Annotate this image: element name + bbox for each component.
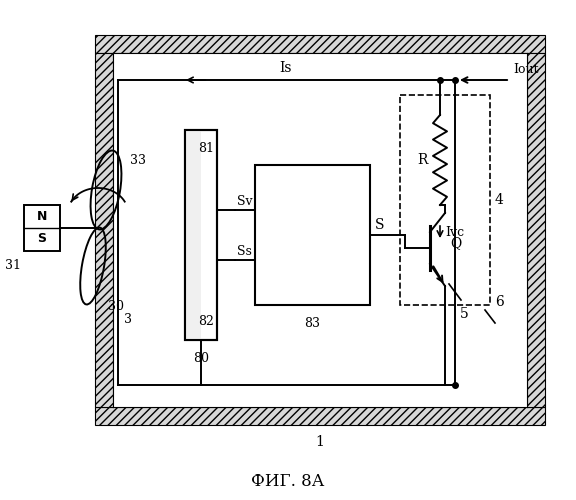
Bar — [185, 130, 217, 340]
Text: Sv: Sv — [237, 195, 253, 208]
Text: 80: 80 — [193, 352, 209, 365]
Text: N: N — [37, 210, 47, 222]
Bar — [185, 130, 217, 340]
Bar — [95, 35, 545, 53]
Text: 5: 5 — [460, 307, 469, 321]
Text: 3: 3 — [124, 313, 132, 326]
Text: 33: 33 — [130, 154, 146, 166]
Bar — [527, 53, 545, 407]
Text: 81: 81 — [198, 142, 214, 155]
Bar — [95, 53, 113, 407]
Bar — [95, 407, 545, 425]
Text: 82: 82 — [198, 315, 214, 328]
Text: 6: 6 — [495, 295, 504, 309]
Text: Is: Is — [280, 61, 292, 75]
Text: R: R — [418, 153, 428, 167]
Bar — [185, 130, 201, 340]
Text: 31: 31 — [5, 259, 21, 272]
Text: S: S — [37, 232, 47, 245]
Bar — [24, 205, 60, 251]
Text: S: S — [375, 218, 385, 232]
Text: Q: Q — [450, 236, 461, 250]
Text: 30: 30 — [108, 300, 124, 313]
Text: 1: 1 — [316, 435, 324, 449]
Text: ФИГ. 8А: ФИГ. 8А — [251, 473, 325, 490]
Bar — [255, 165, 370, 305]
Text: Ss: Ss — [237, 245, 252, 258]
Text: 4: 4 — [495, 193, 504, 207]
Bar — [113, 53, 527, 407]
Text: Iout: Iout — [513, 63, 539, 76]
Text: Ivc: Ivc — [445, 226, 464, 239]
Text: 83: 83 — [304, 317, 320, 330]
Bar — [400, 95, 490, 305]
